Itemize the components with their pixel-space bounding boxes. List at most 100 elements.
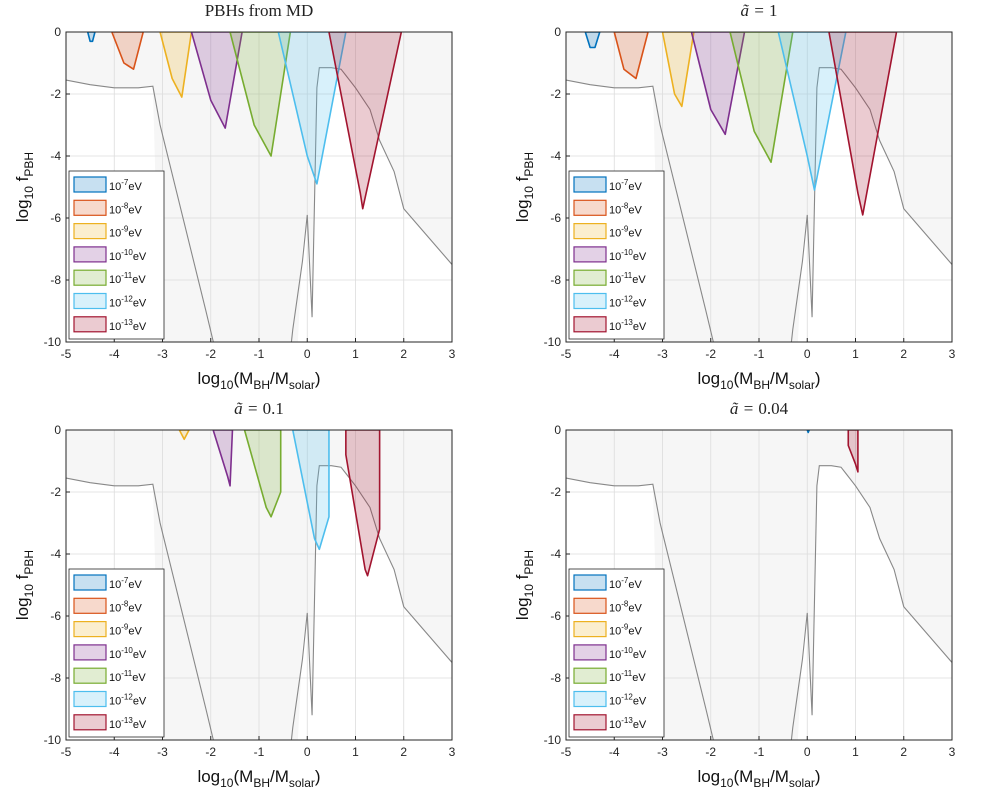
y-tick-label: -4 (50, 547, 61, 561)
y-tick-label: 0 (554, 423, 561, 437)
legend-swatch (573, 714, 607, 731)
constraint-line (566, 477, 714, 740)
legend-entry: 10-13eV (609, 716, 647, 731)
legend: 10-7eV 10-8eV 10-9eV 10-10eV 10-11eV 10-12eV 1… (568, 568, 665, 738)
legend-entry: 10-11eV (609, 271, 646, 286)
legend-swatch (573, 176, 607, 193)
legend-entry: 10-7eV (609, 178, 642, 193)
series-region-3 (212, 430, 234, 487)
legend: 10-7eV 10-8eV 10-9eV 10-10eV 10-11eV 10-12eV 1… (68, 568, 165, 738)
x-tick-label: -4 (109, 347, 120, 361)
constraint-line (66, 79, 214, 342)
series-region-2 (178, 430, 190, 441)
legend-entry: 10-8eV (109, 201, 142, 216)
series-region-4 (229, 32, 292, 157)
legend-swatch (73, 223, 107, 240)
x-tick-label: -3 (657, 347, 668, 361)
y-tick-label: -6 (50, 211, 61, 225)
legend-box (568, 568, 665, 738)
legend-swatch (573, 620, 607, 638)
x-tick-label: -2 (705, 745, 716, 759)
y-tick-label: -4 (550, 547, 561, 561)
series-region-1 (613, 32, 649, 80)
legend-swatch (573, 667, 607, 684)
y-tick-label: -2 (50, 87, 61, 101)
series-region-6 (328, 32, 403, 210)
y-tick-label: -10 (44, 733, 62, 747)
legend-swatch (573, 292, 607, 310)
legend-swatch (73, 597, 107, 614)
y-axis-label: log10 fPBH (13, 152, 36, 222)
legend-box (68, 568, 165, 738)
x-tick-label: -5 (61, 347, 72, 361)
series-region-2 (661, 32, 695, 108)
legend-entry: 10-13eV (109, 318, 147, 333)
legend-swatch (73, 292, 107, 310)
y-tick-label: -8 (50, 273, 61, 287)
legend-box (568, 170, 665, 340)
legend-entry: 10-8eV (109, 599, 142, 614)
y-axis-label: log10 fPBH (513, 550, 536, 620)
legend-swatch (573, 246, 607, 263)
x-tick-label: -3 (157, 745, 168, 759)
legend-entry: 10-13eV (109, 716, 147, 731)
legend-swatch (573, 597, 607, 614)
y-tick-label: -10 (544, 733, 562, 747)
x-axis-label: log10(MBH/Msolar) (697, 369, 820, 392)
constraint-line (290, 465, 452, 740)
legend-entry: 10-12eV (609, 295, 647, 310)
legend-entry: 10-10eV (109, 646, 147, 661)
legend-entry: 10-7eV (109, 576, 142, 591)
panel-a-tilde-0-1: -5 -4 -3 -2 -1 0 1 2 30-2-4-6-8-10ã = 0.1log10(M… (13, 399, 456, 790)
legend-swatch (73, 246, 107, 263)
x-tick-label: -5 (61, 745, 72, 759)
series-region-6 (847, 430, 859, 473)
legend-entry: 10-8eV (609, 599, 642, 614)
x-tick-label: -1 (754, 347, 765, 361)
legend-swatch (73, 620, 107, 638)
x-tick-label: 1 (352, 347, 359, 361)
legend-swatch (573, 199, 607, 216)
legend-entry: 10-12eV (609, 693, 647, 708)
series-region-5 (277, 32, 347, 185)
legend-swatch (73, 176, 107, 193)
series-region-4 (243, 430, 282, 518)
x-tick-label: -4 (109, 745, 120, 759)
y-tick-label: -2 (550, 485, 561, 499)
legend-swatch (73, 667, 107, 684)
constraint-line (790, 67, 952, 342)
y-tick-label: -4 (550, 149, 561, 163)
x-tick-label: -3 (657, 745, 668, 759)
legend-swatch (73, 690, 107, 708)
legend-entry: 10-11eV (109, 669, 146, 684)
constraint-line (66, 477, 214, 740)
x-tick-label: 0 (304, 347, 311, 361)
x-tick-label: 3 (949, 347, 956, 361)
series-region-0 (806, 430, 810, 434)
y-axis-label: log10 fPBH (513, 152, 536, 222)
y-tick-label: -4 (50, 149, 61, 163)
legend-entry: 10-7eV (109, 178, 142, 193)
legend-swatch (73, 199, 107, 216)
legend-entry: 10-9eV (609, 225, 642, 240)
legend: 10-7eV 10-8eV 10-9eV 10-10eV 10-11eV 10-12eV 1… (68, 170, 165, 340)
x-tick-label: 2 (400, 347, 407, 361)
constraint-line (790, 465, 952, 740)
x-axis-label: log10(MBH/Msolar) (697, 767, 820, 790)
legend-entry: 10-11eV (109, 271, 146, 286)
y-tick-label: -6 (550, 609, 561, 623)
legend-entry: 10-10eV (109, 248, 147, 263)
legend-swatch (573, 690, 607, 708)
legend-entry: 10-9eV (609, 623, 642, 638)
legend-entry: 10-8eV (609, 201, 642, 216)
x-tick-label: -2 (205, 745, 216, 759)
panel-title: ã = 1 (741, 1, 778, 20)
x-tick-label: -5 (561, 745, 572, 759)
series-region-0 (86, 32, 96, 43)
series-region-6 (345, 430, 381, 577)
panel-a-tilde-0-04: -5 -4 -3 -2 -1 0 1 2 30-2-4-6-8-10ã = 0.04log10(… (513, 399, 956, 790)
legend-entry: 10-13eV (609, 318, 647, 333)
legend-entry: 10-10eV (609, 248, 647, 263)
series-region-5 (291, 430, 330, 551)
x-tick-label: -2 (705, 347, 716, 361)
